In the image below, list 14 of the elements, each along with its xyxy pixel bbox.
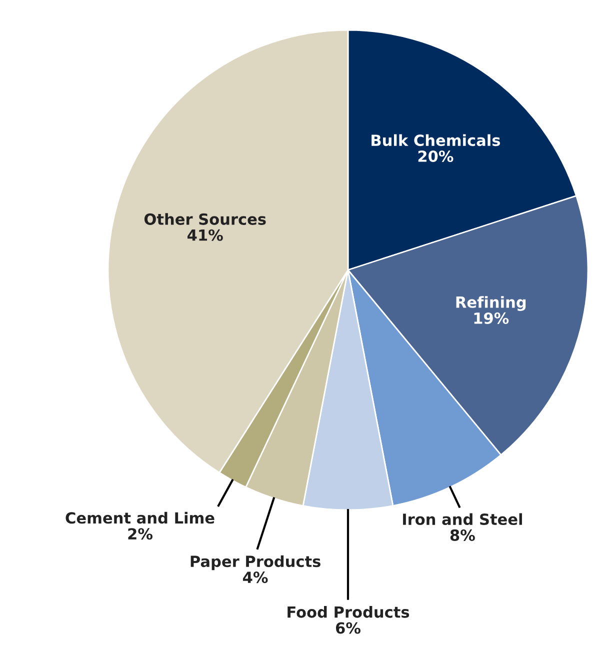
data-label: 4% <box>243 572 268 584</box>
data-label: 8% <box>450 529 475 541</box>
slice-label: Food Products <box>288 606 410 618</box>
data-label: 19% <box>474 312 509 324</box>
slice-label: Cement and Lime <box>66 512 214 524</box>
slice-label: Other Sources <box>144 213 266 225</box>
slice-label: Refining <box>456 296 526 311</box>
data-label: 2% <box>128 528 152 540</box>
slice-label: Iron and Steel <box>403 513 522 526</box>
data-label: 41% <box>188 229 223 241</box>
data-label: 20% <box>418 150 454 162</box>
data-label: 6% <box>336 622 360 634</box>
slice-label: Bulk Chemicals <box>372 134 500 146</box>
slice-label: Paper Products <box>190 555 320 570</box>
